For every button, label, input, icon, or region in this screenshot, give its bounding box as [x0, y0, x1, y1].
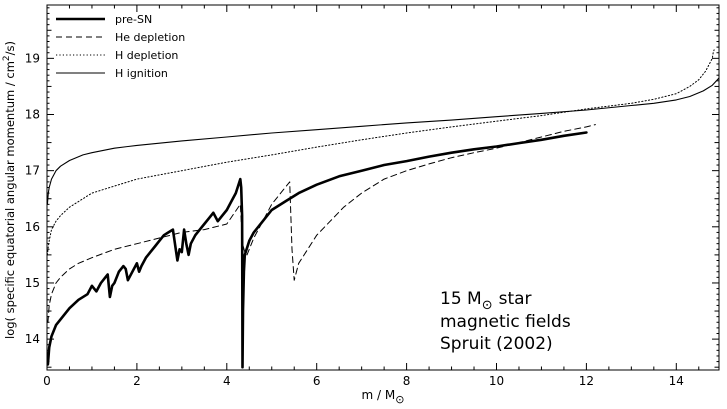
annotation-line1-prefix: 15 M	[440, 289, 482, 309]
x-tick-label: 12	[579, 374, 594, 388]
x-tick-label: 0	[43, 374, 51, 388]
svg-text:log( specific equatorial angul: log( specific equatorial angular momentu…	[2, 41, 17, 339]
legend-label: pre-SN	[115, 13, 152, 26]
annotation-block: 15 M⊙ star magnetic fields Spruit (2002)	[440, 289, 571, 354]
y-axis-label-tail: /s)	[3, 41, 17, 55]
axis-ticks: 0 2 4 6 8 10 12 14 14 15 16 17 18 19	[25, 5, 719, 388]
y-tick-label: 17	[25, 164, 40, 178]
y-tick-label: 14	[25, 332, 40, 346]
series-line-h-depletion	[47, 49, 715, 256]
svg-text:15 M⊙star: 15 M⊙ star	[440, 289, 532, 313]
annotation-line1-suffix: star	[499, 289, 532, 309]
y-tick-label: 15	[25, 276, 40, 290]
series-line-pre-sn	[47, 131, 588, 369]
legend-label: He depletion	[115, 31, 185, 44]
x-tick-label: 6	[313, 374, 321, 388]
series-layer	[47, 49, 719, 369]
annotation-line3: Spruit (2002)	[440, 334, 553, 354]
annotation-line2: magnetic fields	[440, 312, 571, 332]
y-axis-label-superscript: 2	[2, 55, 12, 61]
annotation-line1-subscript: ⊙	[482, 298, 493, 313]
y-axis-label-text: log( specific equatorial angular momentu…	[3, 61, 17, 339]
x-axis-label-subscript: ⊙	[395, 393, 404, 406]
y-tick-label: 18	[25, 108, 40, 122]
x-axis-label-text: m / M	[362, 388, 396, 402]
svg-text:m / M⊙: m / M⊙	[362, 388, 405, 406]
legend-label: H depletion	[115, 49, 178, 62]
series-line-h-ignition	[47, 77, 719, 205]
legend-label: H ignition	[115, 67, 168, 80]
x-tick-label: 14	[669, 374, 684, 388]
x-tick-label: 4	[223, 374, 231, 388]
series-line-he-depletion	[47, 124, 596, 323]
x-tick-label: 8	[403, 374, 411, 388]
x-tick-label: 2	[133, 374, 141, 388]
legend: pre-SN He depletion H depletion H ignition	[56, 13, 185, 80]
y-tick-label: 16	[25, 220, 40, 234]
y-tick-label: 19	[25, 51, 40, 65]
x-axis-label: m / M⊙	[362, 388, 405, 406]
x-tick-label: 10	[489, 374, 504, 388]
y-axis-label: log( specific equatorial angular momentu…	[2, 41, 17, 339]
